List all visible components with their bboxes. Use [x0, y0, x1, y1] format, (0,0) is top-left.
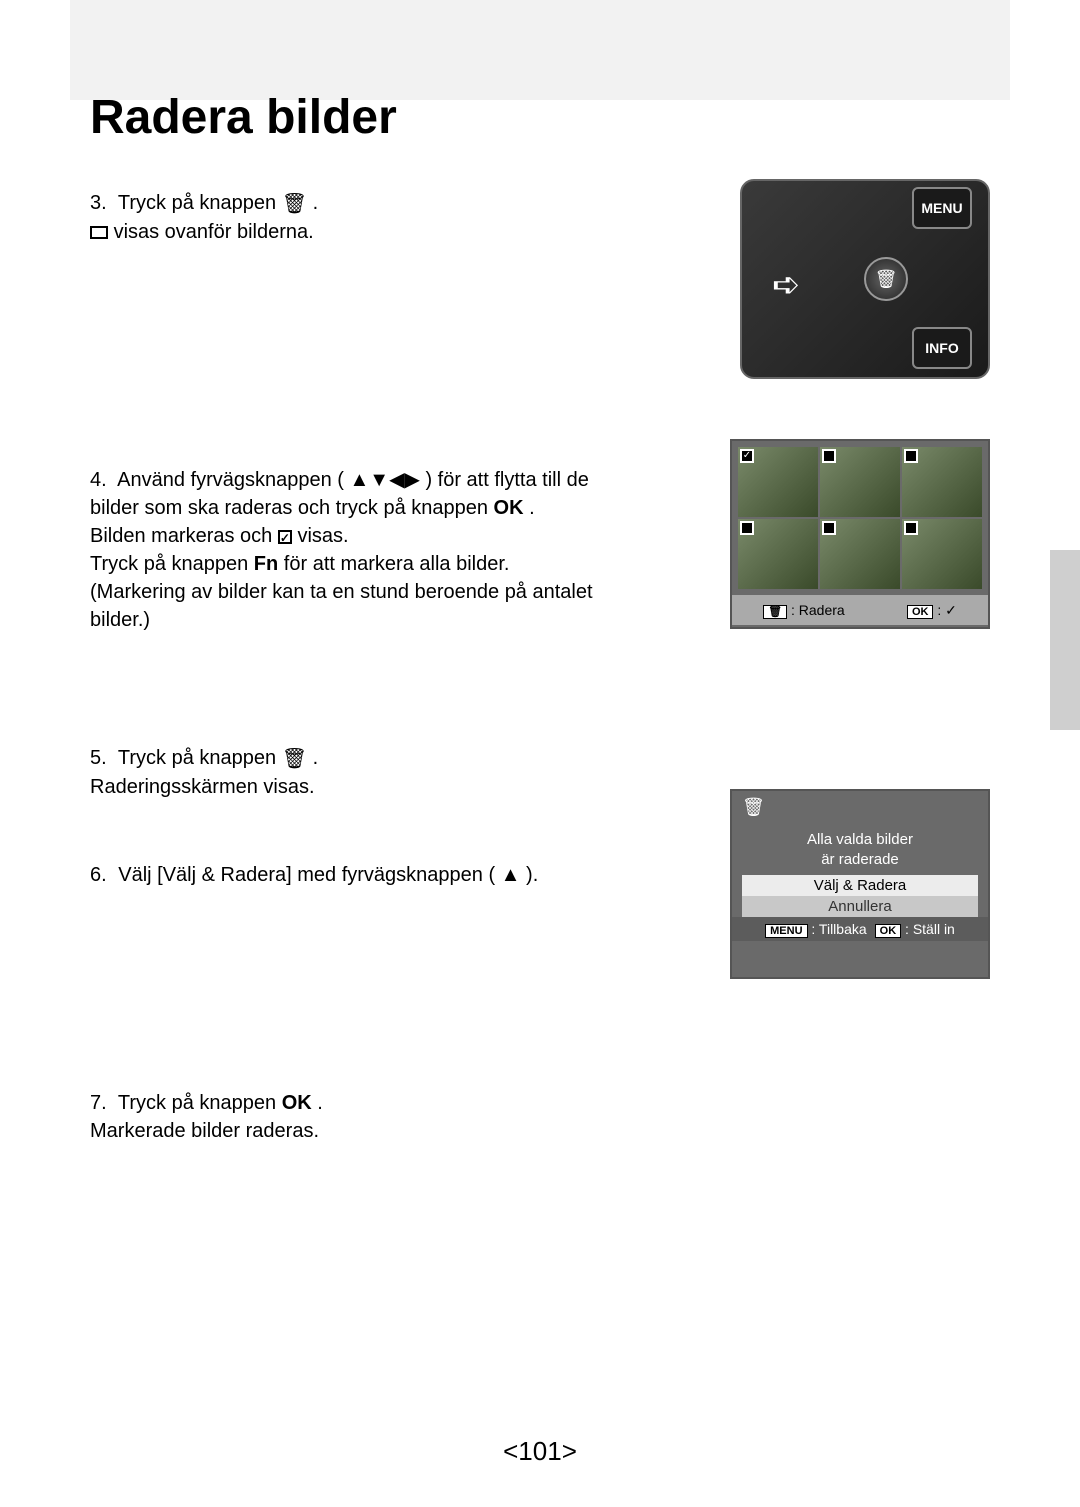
text: Raderingsskärmen visas.	[90, 776, 315, 798]
delete-dialog-illustration: 🗑 Alla valda bilder är raderade Välj & R…	[730, 789, 990, 979]
text: Bilden markeras och	[90, 525, 278, 547]
footer-left: : Radera	[791, 602, 845, 618]
checkbox-icon: ✓	[278, 530, 292, 544]
msg-line1: Alla valda bilder	[807, 831, 913, 848]
option-cancel: Annullera	[742, 896, 978, 917]
thumbnail-grid-illustration: ✓ 🗑 : Radera OK : ✓	[730, 439, 990, 629]
trash-button: 🗑	[864, 257, 908, 301]
text: .	[313, 747, 319, 769]
step-num: 3.	[90, 192, 107, 214]
manual-page: Radera bilder 3. Tryck på knappen 🗑 . vi…	[0, 0, 1080, 1507]
text: Välj [Välj & Radera] med fyrvägsknappen …	[118, 864, 495, 886]
square-icon	[90, 226, 108, 239]
text: .	[313, 192, 319, 214]
info-button: INFO	[912, 327, 972, 369]
thumb	[820, 519, 900, 589]
check-icon	[822, 521, 836, 535]
up-arrow-icon: ▲	[501, 864, 521, 886]
thumb	[902, 447, 982, 517]
msg-line2: är raderade	[821, 851, 899, 868]
ok-badge: OK	[875, 924, 902, 938]
ok-label: OK	[282, 1092, 312, 1114]
grid-footer: 🗑 : Radera OK : ✓	[732, 595, 988, 625]
text: Tryck på knappen	[118, 747, 282, 769]
text: .	[529, 497, 535, 519]
thumb	[820, 447, 900, 517]
step-num: 6.	[90, 864, 107, 886]
page-title: Radera bilder	[70, 72, 1010, 157]
thumb	[902, 519, 982, 589]
step-4-text: 4. Använd fyrvägsknappen ( ▲▼◀▶ ) för at…	[90, 466, 610, 634]
text: Använd fyrvägsknappen (	[117, 469, 344, 491]
ok-label: OK	[494, 497, 524, 519]
pointer-arrow-icon: ➪	[772, 265, 801, 305]
ok-footer-text: : Ställ in	[905, 921, 955, 937]
text: visas.	[297, 525, 348, 547]
fn-label: Fn	[254, 553, 278, 575]
text: visas ovanför bilderna.	[114, 221, 314, 243]
menu-footer-text: : Tillbaka	[811, 921, 866, 937]
text: Tryck på knappen	[118, 1092, 282, 1114]
text: Tryck på knappen	[90, 553, 254, 575]
dialog-footer: MENU : Tillbaka OK : Ställ in	[732, 917, 988, 941]
check-icon	[740, 521, 754, 535]
thumb: ✓	[738, 447, 818, 517]
option-select-delete: Välj & Radera	[742, 875, 978, 896]
trash-icon: 🗑	[875, 269, 898, 290]
text: .	[317, 1092, 323, 1114]
text: som ska raderas och tryck på knappen	[144, 497, 493, 519]
dialog-message: Alla valda bilder är raderade	[732, 824, 988, 875]
step-6-text: 6. Välj [Välj & Radera] med fyrvägsknapp…	[90, 861, 610, 889]
trash-multi-icon: 🗑	[742, 797, 765, 817]
trash-icon: 🗑	[282, 190, 307, 218]
four-way-arrows-icon: ▲▼◀▶	[350, 469, 420, 491]
step-num: 7.	[90, 1092, 107, 1114]
side-tab	[1050, 550, 1080, 730]
step-7-text: 7. Tryck på knappen OK . Markerade bilde…	[90, 1089, 610, 1145]
check-icon	[904, 521, 918, 535]
footer-right: : ✓	[937, 602, 957, 618]
menu-button: MENU	[912, 187, 972, 229]
dialog-head: 🗑	[732, 791, 988, 824]
trash-badge: 🗑	[763, 605, 787, 619]
text: för att markera alla bilder.	[284, 553, 510, 575]
page-number: <101>	[0, 1436, 1080, 1467]
text: Tryck på knappen	[118, 192, 282, 214]
thumb-grid: ✓	[732, 441, 988, 595]
step-5-text: 5. Tryck på knappen 🗑 . Raderingsskärmen…	[90, 744, 610, 801]
text: Markerade bilder raderas.	[90, 1120, 319, 1142]
check-icon	[904, 449, 918, 463]
check-icon: ✓	[740, 449, 754, 463]
text: ).	[526, 864, 538, 886]
step-7: 7. Tryck på knappen OK . Markerade bilde…	[90, 1089, 990, 1145]
content: 3. Tryck på knappen 🗑 . visas ovanför bi…	[70, 189, 1010, 1144]
step-num: 4.	[90, 469, 107, 491]
thumb	[738, 519, 818, 589]
step-num: 5.	[90, 747, 107, 769]
ok-badge: OK	[907, 605, 934, 619]
menu-badge: MENU	[765, 924, 807, 938]
trash-icon: 🗑	[282, 745, 307, 773]
text: (Markering av bilder kan ta en stund ber…	[90, 581, 593, 631]
step-3-text: 3. Tryck på knappen 🗑 . visas ovanför bi…	[90, 189, 610, 246]
camera-buttons-illustration: MENU 🗑 ➪ INFO	[740, 179, 990, 379]
check-icon	[822, 449, 836, 463]
